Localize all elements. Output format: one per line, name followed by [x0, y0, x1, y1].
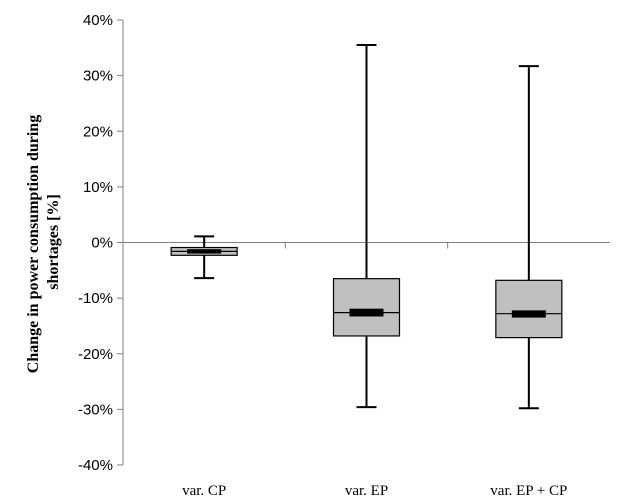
y-tick-label: -40%: [78, 457, 113, 474]
y-tick-label: 20%: [83, 123, 113, 140]
y-tick-group: 40% 30% 20% 10% 0% -10% -20% -30% -40%: [78, 12, 123, 474]
y-tick-label: -30%: [78, 401, 113, 418]
category-label: var. EP: [345, 483, 388, 499]
y-tick-label: 40%: [83, 12, 113, 29]
category-label: var. CP: [182, 483, 226, 499]
y-tick-label: 10%: [83, 179, 113, 196]
y-tick-label: 30%: [83, 68, 113, 85]
y-axis-title-line-1: Change in power consumption during: [25, 115, 42, 373]
iqr-box: [332, 278, 401, 337]
y-axis-title: Change in power consumption during short…: [25, 111, 62, 373]
box-1: [170, 235, 238, 280]
y-axis-title-line-2: shortages [%]: [45, 194, 62, 290]
y-tick-label: -20%: [78, 346, 113, 363]
category-label: var. EP + CP: [490, 483, 567, 499]
box-group: [170, 44, 563, 410]
category-label-group: var. CP var. EP var. EP + CP: [182, 483, 567, 499]
box-2: [332, 44, 401, 409]
box-3: [495, 65, 563, 410]
y-tick-label: -10%: [78, 290, 113, 307]
iqr-box: [495, 279, 563, 339]
y-tick-label: 0%: [91, 235, 113, 252]
